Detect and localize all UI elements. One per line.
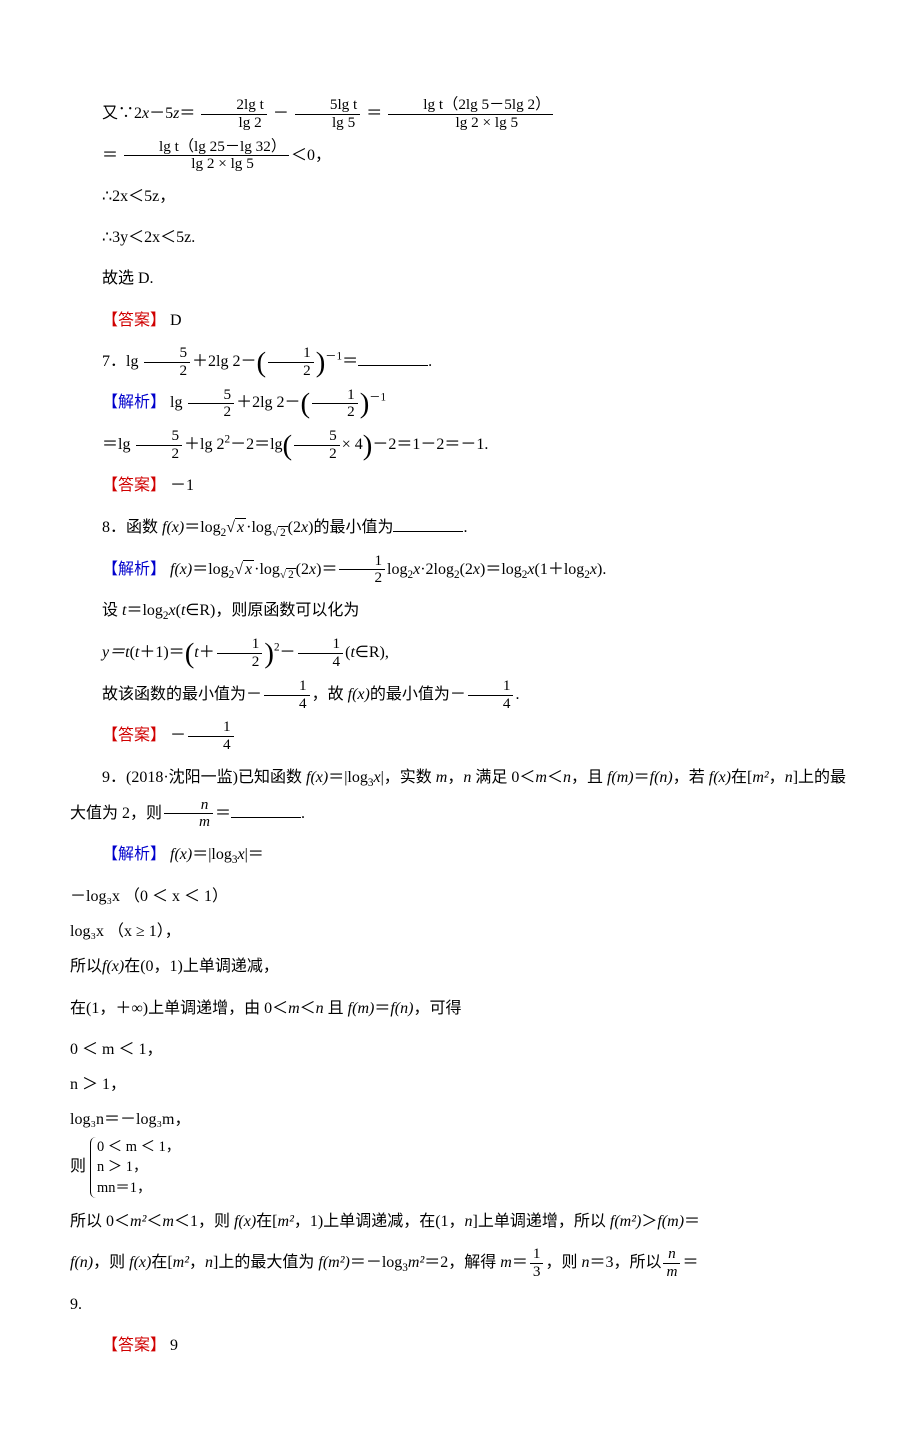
deriv-line-3: ∴2x＜5z， <box>70 179 850 214</box>
deriv-line-4: ∴3y＜2x＜5z. <box>70 220 850 255</box>
answer-label: 【答案】 <box>102 477 166 494</box>
analysis-label: 【解析】 <box>102 846 166 863</box>
solution-7-line1: 【解析】 lg 52＋2lg 2－(12)－1 <box>70 385 850 421</box>
solution-8-line1: 【解析】 f(x)＝log2x·log2(2x)＝12log2x·2log2(2… <box>70 552 850 588</box>
solution-8-line4: 故该函数的最小值为－14，故 f(x)的最小值为－14. <box>70 677 850 713</box>
question-7: 7．lg 52＋2lg 2－(12)－1＝. <box>70 344 850 380</box>
question-9: 9．(2018·沈阳一监)已知函数 f(x)＝|log3x|，实数 m，n 满足… <box>70 760 850 831</box>
solution-7-line2: ＝lg 52＋lg 22－2＝lg(52× 4)－2＝1－2＝－1. <box>70 427 850 463</box>
solution-9-line4: f(n)，则 f(x)在[m²，n]上的最大值为 f(m²)＝－log3m²＝2… <box>70 1245 850 1281</box>
solution-8-line3: y＝t(t＋1)＝(t＋12)2－14(t∈R), <box>70 635 850 671</box>
answer-7: 【答案】 －1 <box>70 468 850 503</box>
deriv-line-2: ＝ lg t（lg 25－lg 32）lg 2 × lg 5＜0， <box>70 138 850 174</box>
answer-9: 【答案】 9 <box>70 1328 850 1363</box>
answer-8: 【答案】 －14 <box>70 718 850 754</box>
analysis-label: 【解析】 <box>102 394 166 411</box>
deriv-line-1: 又∵2x－5z＝ 2lg tlg 2 － 5lg tlg 5 ＝ lg t（2l… <box>70 96 850 132</box>
solution-9-line2: 在(1，＋∞)上单调递增，由 0＜m＜n 且 f(m)＝f(n)，可得 <box>70 991 850 1026</box>
blank-7 <box>358 349 428 366</box>
answer-label: 【答案】 <box>102 727 166 744</box>
answer-6: 【答案】 D <box>70 303 850 338</box>
deriv-line-5: 故选 D. <box>70 261 850 296</box>
answer-label: 【答案】 <box>102 312 166 329</box>
cases-3: 0 ＜ m ＜ 1，n ＞ 1，mn＝1， <box>90 1137 180 1197</box>
solution-9-line1: 【解析】 f(x)＝|log3x|＝ <box>70 837 850 873</box>
answer-label: 【答案】 <box>102 1337 166 1354</box>
solution-9-line5: 9. <box>70 1287 850 1322</box>
analysis-label: 【解析】 <box>102 561 166 578</box>
blank-8 <box>393 515 463 532</box>
solution-8-line2: 设 t＝log2x(t∈R)，则原函数可以化为 <box>70 593 850 629</box>
blank-9 <box>231 801 301 818</box>
question-8: 8．函数 f(x)＝log2x·log2(2x)的最小值为. <box>70 510 850 546</box>
solution-9-line3: 所以 0＜m²＜m＜1，则 f(x)在[m²，1)上单调递减，在(1，n]上单调… <box>70 1204 850 1239</box>
